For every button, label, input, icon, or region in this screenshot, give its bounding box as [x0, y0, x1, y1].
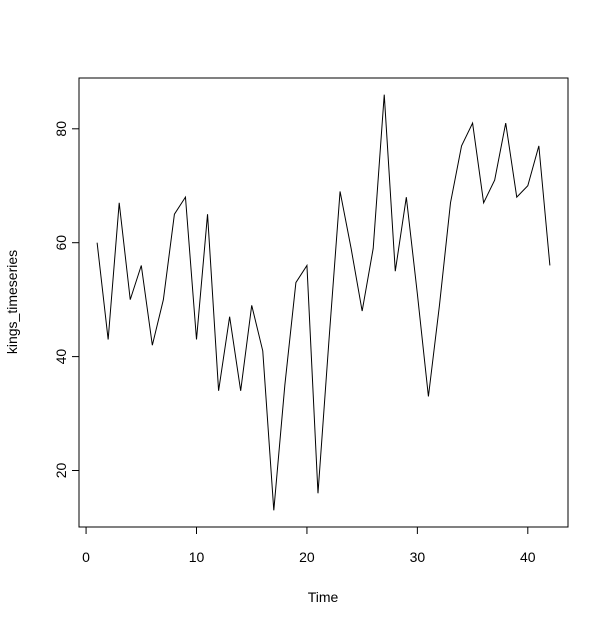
y-axis-label: kings_timeseries	[4, 250, 20, 354]
x-axis-label: Time	[308, 589, 339, 605]
x-tick-label: 40	[520, 549, 536, 565]
y-tick-label: 60	[53, 235, 69, 251]
y-tick-label: 40	[53, 349, 69, 365]
y-tick-label: 20	[53, 463, 69, 479]
x-tick-label: 0	[82, 549, 90, 565]
x-tick-label: 10	[189, 549, 205, 565]
data-line	[96, 94, 551, 511]
x-tick-label: 30	[410, 549, 426, 565]
x-tick-label: 20	[299, 549, 315, 565]
y-tick-label: 80	[53, 121, 69, 137]
